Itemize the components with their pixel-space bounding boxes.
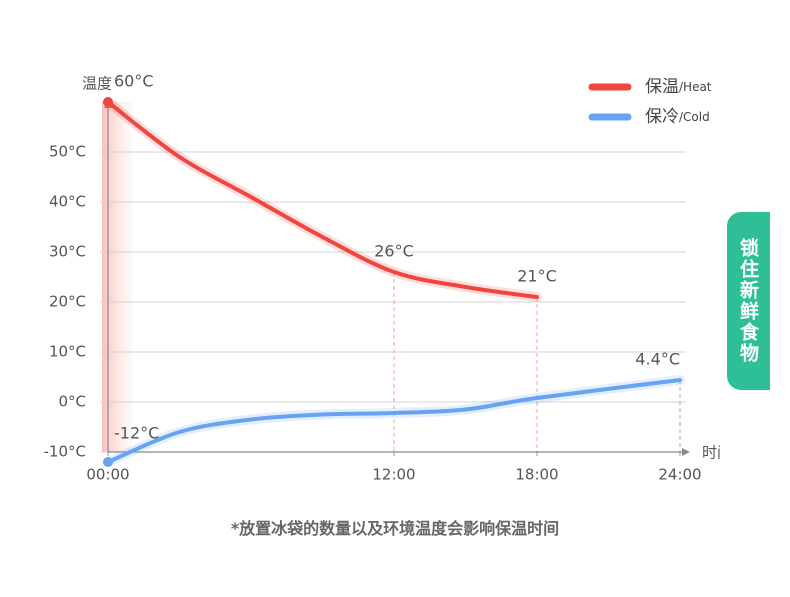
x-tick-label: 12:00 (372, 466, 415, 484)
line-glow (103, 97, 542, 302)
y-axis-label: 温度 (82, 75, 112, 93)
legend-label: 保温/Heat (645, 77, 712, 97)
x-tick-label: 24:00 (658, 466, 701, 484)
data-label: 60°C (114, 72, 154, 91)
y-tick-label: 0°C (58, 393, 86, 411)
legend-label-sub: /Heat (679, 80, 712, 94)
data-label: 26°C (374, 242, 414, 261)
x-axis-label: 时间 (702, 444, 720, 462)
start-dot (103, 97, 113, 107)
data-label: 4.4°C (635, 350, 680, 369)
badge: 锁住新鲜食物 (727, 212, 770, 390)
x-axis-arrow (682, 448, 690, 456)
start-dot (103, 457, 113, 467)
data-label: -12°C (114, 424, 159, 443)
data-label: 21°C (517, 267, 557, 286)
line (106, 100, 539, 299)
y-tick-label: 40°C (49, 193, 86, 211)
y-tick-label: 10°C (49, 343, 86, 361)
line (106, 378, 682, 464)
legend-label-sub: /Cold (679, 110, 710, 124)
legend-label-main: 保温 (645, 77, 679, 97)
footnote: *放置冰袋的数量以及环境温度会影响保温时间 (230, 519, 560, 538)
y-tick-label: 50°C (49, 143, 86, 161)
y-tick-label: 20°C (49, 293, 86, 311)
y-tick-label: 30°C (49, 243, 86, 261)
heat-band (102, 102, 132, 452)
x-tick-label: 00:00 (86, 466, 129, 484)
x-tick-label: 18:00 (515, 466, 558, 484)
legend-label-main: 保冷 (645, 107, 679, 127)
chart: 温度 时间 -10°C 0°C 10°C 20°C 30°C 40°C 50°C 00:00 1… (44, 72, 720, 484)
legend-label: 保冷/Cold (645, 107, 710, 127)
y-tick-label: -10°C (44, 443, 86, 461)
